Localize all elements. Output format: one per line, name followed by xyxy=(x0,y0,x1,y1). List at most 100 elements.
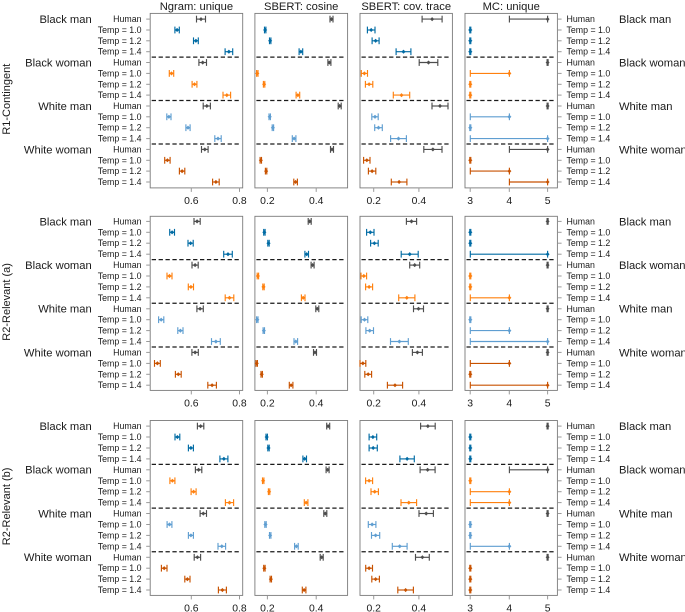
svg-text:White man: White man xyxy=(38,101,91,113)
svg-text:0.4: 0.4 xyxy=(309,196,324,207)
svg-text:Temp = 1.4: Temp = 1.4 xyxy=(567,498,611,508)
svg-text:Black woman: Black woman xyxy=(25,260,92,272)
svg-text:Human: Human xyxy=(113,260,141,270)
svg-text:White woman: White woman xyxy=(24,552,92,564)
svg-text:Human: Human xyxy=(567,421,595,431)
svg-text:Temp = 1.2: Temp = 1.2 xyxy=(98,326,142,336)
svg-text:Black man: Black man xyxy=(619,14,671,26)
svg-text:Temp = 1.2: Temp = 1.2 xyxy=(567,443,611,453)
svg-text:Temp = 1.2: Temp = 1.2 xyxy=(567,487,611,497)
svg-text:Temp = 1.2: Temp = 1.2 xyxy=(98,238,142,248)
svg-text:Human: Human xyxy=(567,144,595,154)
svg-text:Temp = 1.4: Temp = 1.4 xyxy=(567,177,611,187)
svg-text:Human: Human xyxy=(113,347,141,357)
svg-text:4: 4 xyxy=(506,604,512,612)
svg-text:R2-Relevant (b): R2-Relevant (b) xyxy=(1,468,13,546)
svg-text:3: 3 xyxy=(467,399,473,410)
svg-text:Human: Human xyxy=(113,421,141,431)
svg-text:Temp = 1.2: Temp = 1.2 xyxy=(567,574,611,584)
svg-text:0.6: 0.6 xyxy=(184,399,199,410)
svg-text:White man: White man xyxy=(619,508,672,520)
svg-text:Ngram: unique: Ngram: unique xyxy=(160,1,233,13)
svg-text:Temp = 1.4: Temp = 1.4 xyxy=(98,249,142,259)
svg-text:4: 4 xyxy=(506,196,512,207)
svg-text:Temp = 1.0: Temp = 1.0 xyxy=(98,358,142,368)
svg-text:Temp = 1.0: Temp = 1.0 xyxy=(98,112,142,122)
svg-text:Temp = 1.4: Temp = 1.4 xyxy=(567,337,611,347)
svg-text:Temp = 1.0: Temp = 1.0 xyxy=(567,315,611,325)
svg-text:Temp = 1.2: Temp = 1.2 xyxy=(98,443,142,453)
svg-text:0.4: 0.4 xyxy=(412,196,427,207)
svg-text:0.2: 0.2 xyxy=(366,196,381,207)
svg-text:Temp = 1.4: Temp = 1.4 xyxy=(567,541,611,551)
svg-text:Temp = 1.0: Temp = 1.0 xyxy=(567,227,611,237)
svg-text:R2-Relevant (a): R2-Relevant (a) xyxy=(1,263,13,341)
svg-text:0.4: 0.4 xyxy=(412,604,427,612)
svg-text:Human: Human xyxy=(113,144,141,154)
svg-text:Temp = 1.4: Temp = 1.4 xyxy=(567,249,611,259)
svg-text:Human: Human xyxy=(113,58,141,68)
svg-text:SBERT: cosine: SBERT: cosine xyxy=(264,1,338,13)
svg-text:5: 5 xyxy=(545,196,551,207)
svg-text:0.6: 0.6 xyxy=(184,604,199,612)
svg-text:5: 5 xyxy=(545,604,551,612)
svg-text:Black woman: Black woman xyxy=(619,260,685,272)
svg-text:Temp = 1.2: Temp = 1.2 xyxy=(98,123,142,133)
svg-text:Temp = 1.0: Temp = 1.0 xyxy=(98,432,142,442)
svg-text:Temp = 1.4: Temp = 1.4 xyxy=(567,90,611,100)
svg-text:Temp = 1.2: Temp = 1.2 xyxy=(567,282,611,292)
svg-text:SBERT: cov. trace: SBERT: cov. trace xyxy=(361,1,451,13)
svg-text:Temp = 1.0: Temp = 1.0 xyxy=(98,227,142,237)
svg-text:Temp = 1.2: Temp = 1.2 xyxy=(98,369,142,379)
svg-text:Temp = 1.4: Temp = 1.4 xyxy=(567,585,611,595)
svg-text:Temp = 1.4: Temp = 1.4 xyxy=(98,454,142,464)
svg-text:White man: White man xyxy=(38,508,91,520)
svg-text:3: 3 xyxy=(467,604,473,612)
svg-text:White man: White man xyxy=(38,304,91,316)
svg-text:Temp = 1.4: Temp = 1.4 xyxy=(98,380,142,390)
svg-text:Human: Human xyxy=(113,509,141,519)
svg-text:Black woman: Black woman xyxy=(25,465,92,477)
svg-text:Temp = 1.4: Temp = 1.4 xyxy=(98,498,142,508)
svg-text:Temp = 1.0: Temp = 1.0 xyxy=(98,315,142,325)
svg-text:Temp = 1.4: Temp = 1.4 xyxy=(98,177,142,187)
svg-text:Temp = 1.0: Temp = 1.0 xyxy=(98,68,142,78)
svg-text:Temp = 1.2: Temp = 1.2 xyxy=(567,369,611,379)
svg-text:Temp = 1.4: Temp = 1.4 xyxy=(567,380,611,390)
svg-text:Temp = 1.2: Temp = 1.2 xyxy=(567,79,611,89)
svg-text:Human: Human xyxy=(113,14,141,24)
svg-text:Temp = 1.2: Temp = 1.2 xyxy=(98,487,142,497)
svg-text:Temp = 1.2: Temp = 1.2 xyxy=(98,79,142,89)
svg-text:Temp = 1.4: Temp = 1.4 xyxy=(567,134,611,144)
svg-text:4: 4 xyxy=(506,399,512,410)
svg-text:White woman: White woman xyxy=(619,347,685,359)
svg-text:Temp = 1.0: Temp = 1.0 xyxy=(567,68,611,78)
svg-text:Temp = 1.0: Temp = 1.0 xyxy=(567,155,611,165)
svg-text:Temp = 1.2: Temp = 1.2 xyxy=(567,530,611,540)
svg-text:Temp = 1.2: Temp = 1.2 xyxy=(98,530,142,540)
svg-text:Temp = 1.0: Temp = 1.0 xyxy=(567,476,611,486)
svg-text:0.2: 0.2 xyxy=(260,399,275,410)
svg-text:Temp = 1.0: Temp = 1.0 xyxy=(98,155,142,165)
svg-text:Temp = 1.2: Temp = 1.2 xyxy=(98,282,142,292)
svg-text:White woman: White woman xyxy=(619,144,685,156)
svg-text:Human: Human xyxy=(113,552,141,562)
svg-text:White man: White man xyxy=(619,101,672,113)
svg-text:Black man: Black man xyxy=(619,421,671,433)
svg-text:White woman: White woman xyxy=(24,144,92,156)
svg-text:0.4: 0.4 xyxy=(309,399,324,410)
svg-text:Human: Human xyxy=(113,101,141,111)
svg-text:Temp = 1.4: Temp = 1.4 xyxy=(98,90,142,100)
svg-text:Human: Human xyxy=(567,347,595,357)
svg-text:Human: Human xyxy=(567,304,595,314)
svg-text:Temp = 1.2: Temp = 1.2 xyxy=(98,166,142,176)
svg-text:Human: Human xyxy=(567,552,595,562)
svg-text:Temp = 1.2: Temp = 1.2 xyxy=(567,166,611,176)
svg-text:Black man: Black man xyxy=(619,216,671,228)
svg-text:Temp = 1.0: Temp = 1.0 xyxy=(567,520,611,530)
svg-text:Black man: Black man xyxy=(39,216,91,228)
svg-text:Human: Human xyxy=(567,14,595,24)
svg-text:0.8: 0.8 xyxy=(232,604,247,612)
svg-text:R1-Contingent: R1-Contingent xyxy=(1,64,13,135)
svg-text:Human: Human xyxy=(113,216,141,226)
